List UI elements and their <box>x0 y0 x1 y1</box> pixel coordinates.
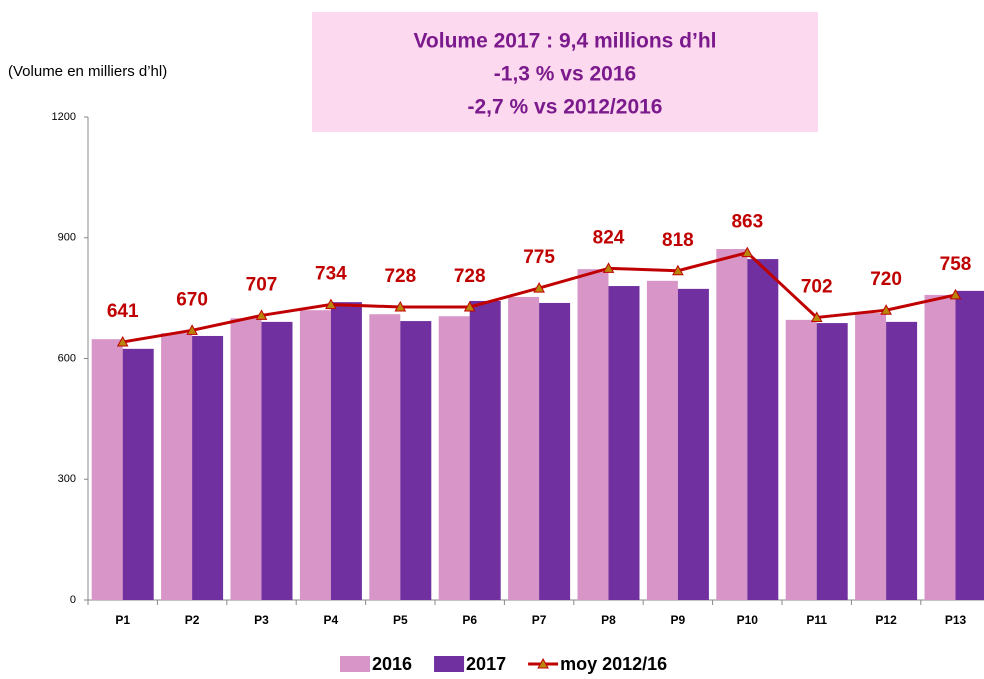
data-label: 818 <box>662 230 694 251</box>
marker <box>394 300 407 312</box>
annotation-box <box>312 12 818 132</box>
bar <box>438 316 470 600</box>
legend-swatch <box>537 657 549 669</box>
marker <box>186 324 198 335</box>
x-tick-label: P3 <box>254 613 269 627</box>
data-label: 734 <box>315 264 347 285</box>
x-tick-label: P11 <box>806 613 827 627</box>
marker <box>672 264 684 276</box>
legend-swatch <box>340 656 370 672</box>
y-tick-label: 0 <box>70 594 76 606</box>
x-tick-label: P12 <box>875 613 897 627</box>
bar <box>508 296 540 600</box>
y-tick-label: 300 <box>58 473 76 485</box>
marker <box>880 304 892 315</box>
bar <box>716 249 748 600</box>
bar <box>469 300 501 600</box>
x-tick-label: P4 <box>324 613 339 627</box>
bar <box>886 321 918 600</box>
x-tick-label: P10 <box>737 613 759 627</box>
bar <box>608 286 640 600</box>
marker <box>116 335 129 347</box>
data-label: 707 <box>246 274 278 295</box>
bar <box>816 323 848 600</box>
x-tick-label: P6 <box>462 613 477 627</box>
bar <box>677 288 709 600</box>
bar <box>539 302 571 600</box>
x-tick-label: P2 <box>185 613 200 627</box>
data-label: 670 <box>176 289 208 310</box>
bar <box>747 259 779 600</box>
data-label: 728 <box>384 266 416 287</box>
bar <box>924 294 956 600</box>
data-label: 702 <box>801 276 833 297</box>
legend-swatch <box>434 656 465 672</box>
data-label: 728 <box>454 266 486 287</box>
bar <box>122 348 154 600</box>
bar <box>785 319 817 600</box>
x-tick-label: P8 <box>601 613 616 627</box>
marker <box>463 300 476 312</box>
y-tick-label: 1200 <box>52 111 76 123</box>
marker <box>533 282 545 293</box>
data-label: 720 <box>870 269 902 290</box>
marker <box>325 298 337 310</box>
bar <box>299 310 331 600</box>
data-label: 758 <box>940 254 972 275</box>
bar <box>261 321 293 600</box>
bar <box>577 269 609 600</box>
annotation: -2,7 % vs 2012/2016 <box>468 96 663 119</box>
bar <box>161 333 193 600</box>
bar <box>192 335 224 600</box>
y-tick-label: 900 <box>58 232 76 244</box>
bar <box>369 314 401 600</box>
bar <box>855 313 887 600</box>
annotation: Volume 2017 : 9,4 millions d’hl <box>413 30 716 53</box>
x-tick-label: P7 <box>532 613 547 627</box>
bar <box>955 290 984 600</box>
marker <box>741 246 754 258</box>
x-tick-label: P5 <box>393 613 408 627</box>
bar <box>646 280 678 600</box>
x-tick-label: P1 <box>115 613 130 627</box>
x-tick-label: P9 <box>671 613 686 627</box>
legend-label: moy 2012/16 <box>560 654 667 674</box>
y-axis-label: (Volume en milliers d’hl) <box>8 63 167 80</box>
bar <box>91 339 123 600</box>
y-tick-label: 600 <box>58 352 76 364</box>
data-label: 863 <box>731 212 763 233</box>
legend-label: 2017 <box>466 654 506 674</box>
x-tick-label: P13 <box>945 613 967 627</box>
bar <box>330 302 362 600</box>
data-label: 824 <box>593 227 625 248</box>
marker <box>602 262 615 273</box>
bar <box>230 318 262 600</box>
marker <box>255 309 268 320</box>
legend-label: 2016 <box>372 654 412 674</box>
marker <box>810 311 823 322</box>
bar <box>400 321 432 600</box>
data-label: 775 <box>523 247 555 268</box>
marker <box>949 288 962 300</box>
annotation: -1,3 % vs 2016 <box>494 63 636 86</box>
data-label: 641 <box>107 301 139 322</box>
